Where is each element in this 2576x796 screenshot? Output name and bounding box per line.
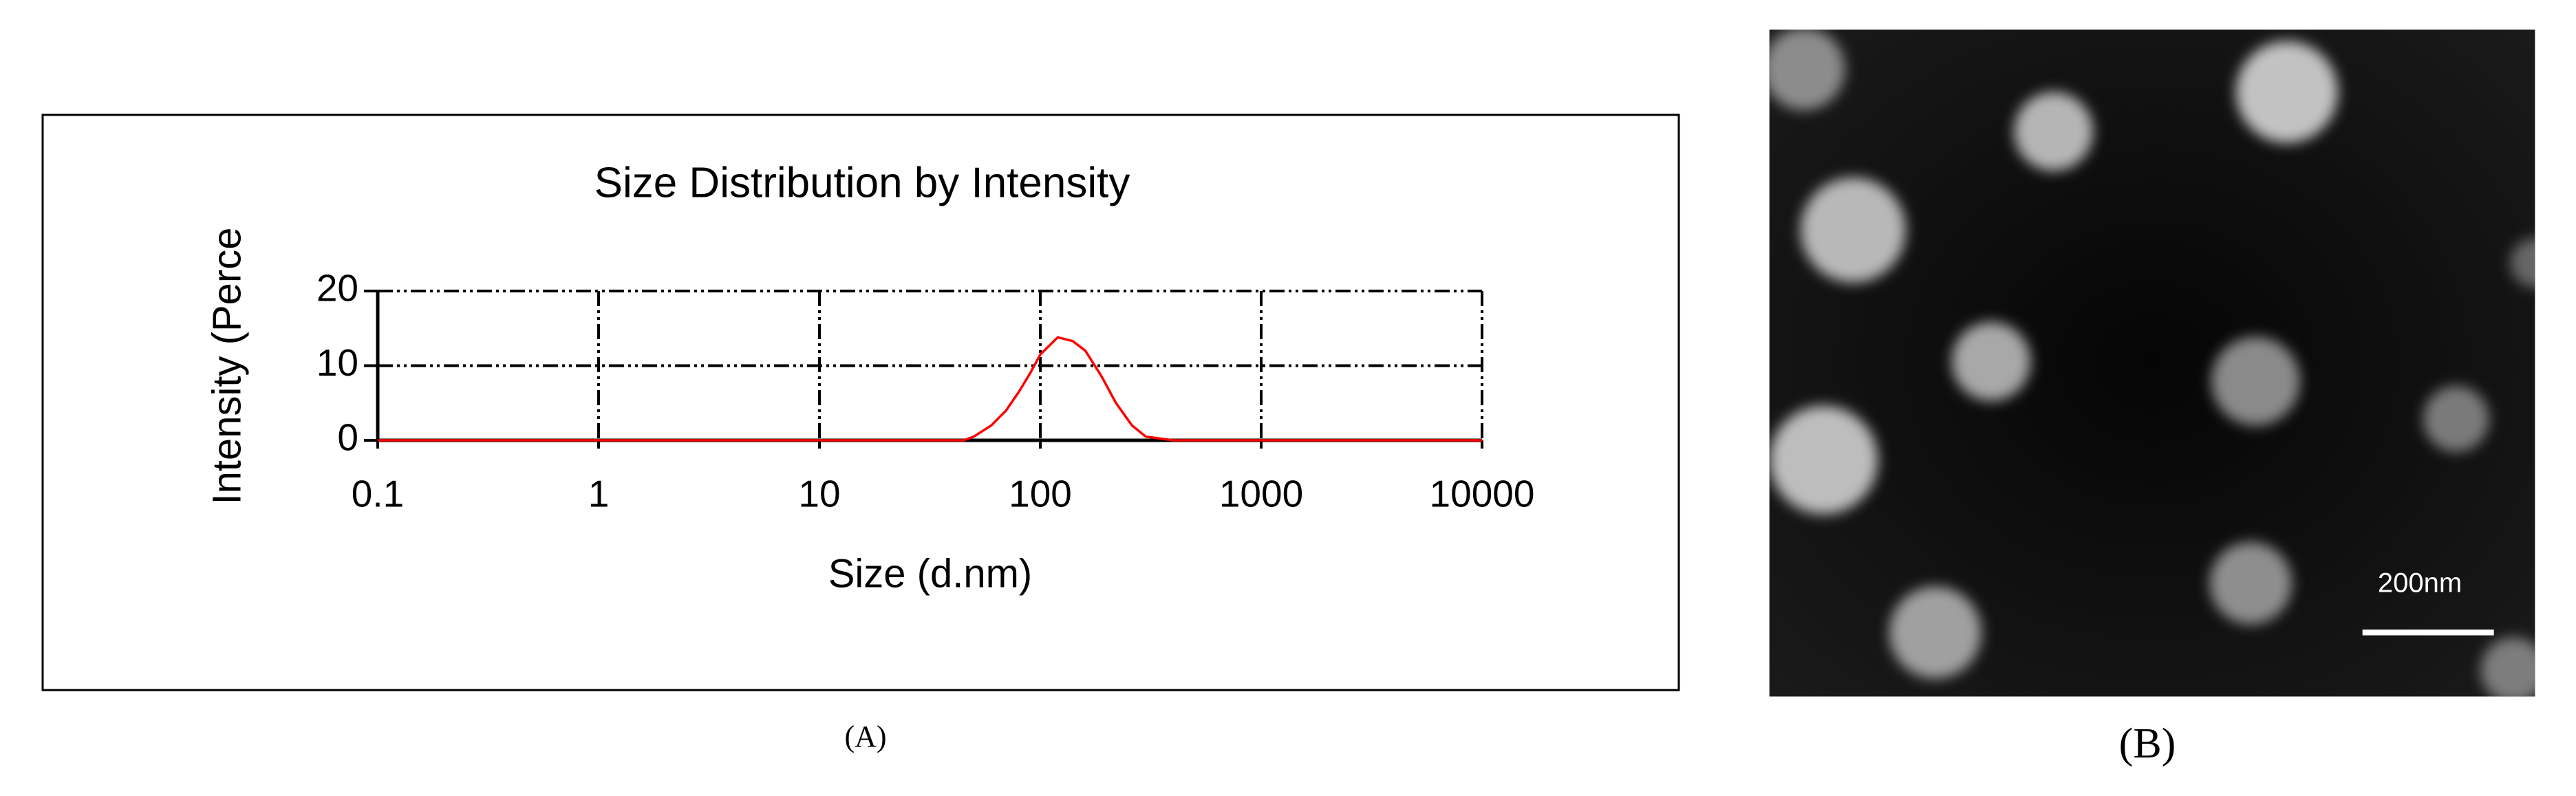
x-tick-label: 10 [798, 473, 840, 515]
panel-label: (B) [2119, 720, 2176, 767]
data-line [378, 336, 1482, 442]
x-tick-label: 1000 [1219, 473, 1303, 515]
y-tick-label: 0 [337, 416, 358, 459]
particle [2211, 336, 2300, 426]
x-tick-label: 0.1 [352, 473, 404, 515]
particle [1801, 177, 1906, 283]
particle [2014, 92, 2094, 171]
chart-title: Size Distribution by Intensity [594, 159, 1130, 206]
plot-area: 0 10 20 0.1 1 10 100 1000 10000 [316, 267, 1535, 515]
x-axis-label: Size (d.nm) [828, 551, 1033, 596]
particle [2480, 637, 2535, 697]
particle [2510, 238, 2535, 288]
y-tick-label: 10 [316, 341, 358, 384]
micrograph [1769, 29, 2535, 697]
chart-frame [41, 114, 1680, 691]
x-tick-label: 1 [588, 473, 610, 515]
micrograph-background [1769, 29, 2535, 697]
particle [2209, 541, 2292, 625]
y-tick-label: 20 [316, 267, 358, 310]
particle [1769, 405, 1878, 515]
particle [1951, 322, 2031, 401]
y-axis-label: Intensity (Perce [204, 228, 249, 505]
particles [1769, 29, 2535, 697]
particle [2235, 41, 2338, 143]
particle [1889, 586, 1982, 679]
x-tick-label: 10000 [1430, 473, 1535, 515]
panel-label: (A) [844, 720, 886, 753]
x-tick-label: 100 [1009, 473, 1072, 515]
particle [2423, 386, 2489, 452]
scale-bar-label: 200nm [2378, 568, 2462, 599]
particle [1769, 29, 1845, 110]
